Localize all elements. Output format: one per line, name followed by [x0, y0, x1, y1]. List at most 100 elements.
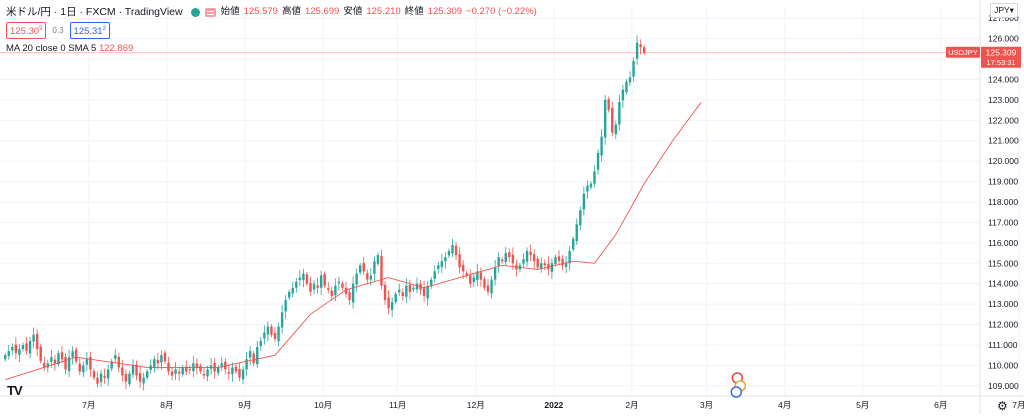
symbol-title[interactable]: 米ドル/円 · 1日 · FXCM · TradingView [6, 6, 183, 18]
candle-body [476, 271, 479, 281]
candle-body [366, 273, 369, 280]
candle-body [501, 259, 504, 262]
candle-body [57, 353, 60, 365]
candle [547, 256, 550, 276]
candle [231, 362, 234, 382]
candle-body [621, 89, 625, 101]
currency-label: JPY [994, 5, 1010, 15]
candle-body [4, 355, 7, 360]
price-axis[interactable]: 127.000126.000125.000124.000123.000122.0… [979, 0, 1019, 414]
candle [209, 358, 213, 375]
price-tick-label: 122.000 [988, 115, 1019, 125]
candle-body [380, 255, 383, 286]
candle-body [245, 359, 248, 370]
candle-body [156, 360, 160, 364]
candle-body [305, 274, 309, 284]
candle-body [273, 333, 277, 339]
candle-body [593, 171, 596, 184]
candle-body [540, 263, 543, 269]
candle [309, 276, 312, 296]
ma-legend[interactable]: MA 20 close 0 SMA 5 122.869 [6, 41, 537, 57]
ma-value: 122.869 [98, 43, 134, 55]
candle-body [131, 365, 135, 375]
candle-body [309, 282, 312, 292]
candle [103, 368, 106, 384]
candle [252, 351, 255, 366]
candle-body [312, 283, 316, 290]
candle-body [103, 375, 106, 378]
menu-icon[interactable] [204, 7, 216, 17]
candle-body [561, 258, 564, 266]
candle [561, 255, 564, 271]
candle-body [284, 300, 287, 312]
tradingview-logo[interactable]: TV [7, 383, 23, 398]
candle [14, 337, 18, 360]
candle-body [18, 349, 21, 355]
currency-dropdown[interactable]: JPY▾ [990, 3, 1018, 18]
candle [387, 290, 390, 315]
candle [319, 270, 323, 296]
candle [362, 256, 365, 276]
candle [64, 353, 67, 375]
time-axis[interactable]: 7月 8月 9月 10月 11月 12月 2022 2月 3月 4月 5月 6月 7月 [0, 395, 1024, 410]
candle-body [110, 361, 113, 369]
candle [447, 248, 451, 258]
candle [256, 340, 259, 368]
buy-price-sup: 2 [102, 26, 106, 32]
candle-body [458, 254, 461, 268]
candle [373, 256, 376, 282]
candle-body [387, 297, 390, 309]
candle-body [234, 366, 238, 372]
candle-body [117, 356, 120, 368]
candle [525, 247, 529, 267]
candle-body [543, 263, 546, 266]
candle-body [483, 278, 486, 288]
candle [213, 358, 216, 379]
candle-body [185, 366, 188, 372]
status-icon[interactable] [190, 7, 200, 17]
candle [295, 277, 298, 293]
symbol-tag[interactable] [946, 46, 980, 58]
candle-body [472, 277, 475, 283]
candle [557, 250, 561, 265]
candle-body [163, 352, 167, 362]
economic-event-icon[interactable] [730, 386, 743, 398]
candle [501, 257, 504, 264]
candle [568, 246, 571, 271]
candle-body [614, 124, 617, 135]
candle [153, 355, 156, 373]
candle [199, 363, 202, 374]
candle [458, 246, 461, 274]
candle-body [7, 351, 10, 356]
candle-body [433, 271, 436, 279]
candle [575, 218, 578, 245]
candle [493, 259, 497, 286]
candle-body [369, 275, 373, 280]
candle [11, 343, 14, 356]
candle-body [217, 367, 220, 374]
candle-body [75, 349, 78, 362]
candle [508, 248, 511, 263]
candle [138, 365, 142, 388]
settings-gear-icon[interactable]: ⚙ [997, 399, 1008, 413]
candle [280, 304, 284, 334]
candle [174, 362, 177, 381]
candle-body [231, 367, 234, 375]
candle [422, 280, 426, 303]
candle-body [174, 369, 177, 374]
buy-price-button[interactable]: 125.312 [69, 22, 110, 40]
sma-line [5, 102, 702, 381]
sell-price-button[interactable]: 125.309 [6, 22, 47, 40]
low-value: 125.210 [366, 6, 401, 17]
price-tick-label: 110.000 [988, 360, 1018, 370]
candle-body [550, 263, 554, 272]
candle-body [334, 285, 337, 296]
candle-body [170, 371, 174, 376]
candle [156, 352, 160, 370]
candle [351, 276, 355, 309]
candle-body [227, 371, 231, 374]
candle-body [383, 284, 387, 301]
candle [170, 367, 174, 381]
